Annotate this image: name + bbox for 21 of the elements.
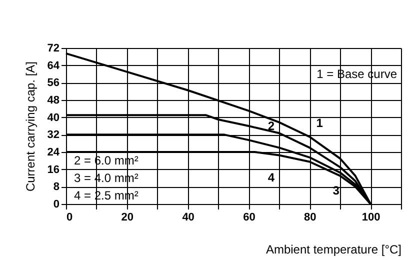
series-label: 1 [316,116,324,130]
x-tick-label: 60 [243,212,256,224]
y-tick-label: 16 [47,164,60,176]
x-tick-label: 80 [304,212,316,224]
y-tick-label: 40 [47,112,60,124]
y-tick-label: 32 [47,129,60,142]
y-tick-label: 0 [53,198,60,210]
series-label: 4 [268,170,275,184]
x-tick-label: 0 [66,212,73,224]
y-tick-label: 72 [47,42,60,54]
y-tick-label: 8 [53,181,60,194]
x-tick-label: 20 [121,212,134,224]
x-axis-title: Ambient temperature [°C] [266,242,402,256]
y-axis-title: Current carrying cap. [A] [23,61,38,192]
series-label: 2 [268,119,275,134]
x-tick-label: 40 [182,212,194,224]
y-tick-label: 48 [47,94,60,106]
y-tick-label: 64 [47,60,60,72]
y-tick-label: 56 [47,77,60,90]
x-tick-label: 100 [362,212,380,224]
y-tick-label: 24 [47,146,60,158]
